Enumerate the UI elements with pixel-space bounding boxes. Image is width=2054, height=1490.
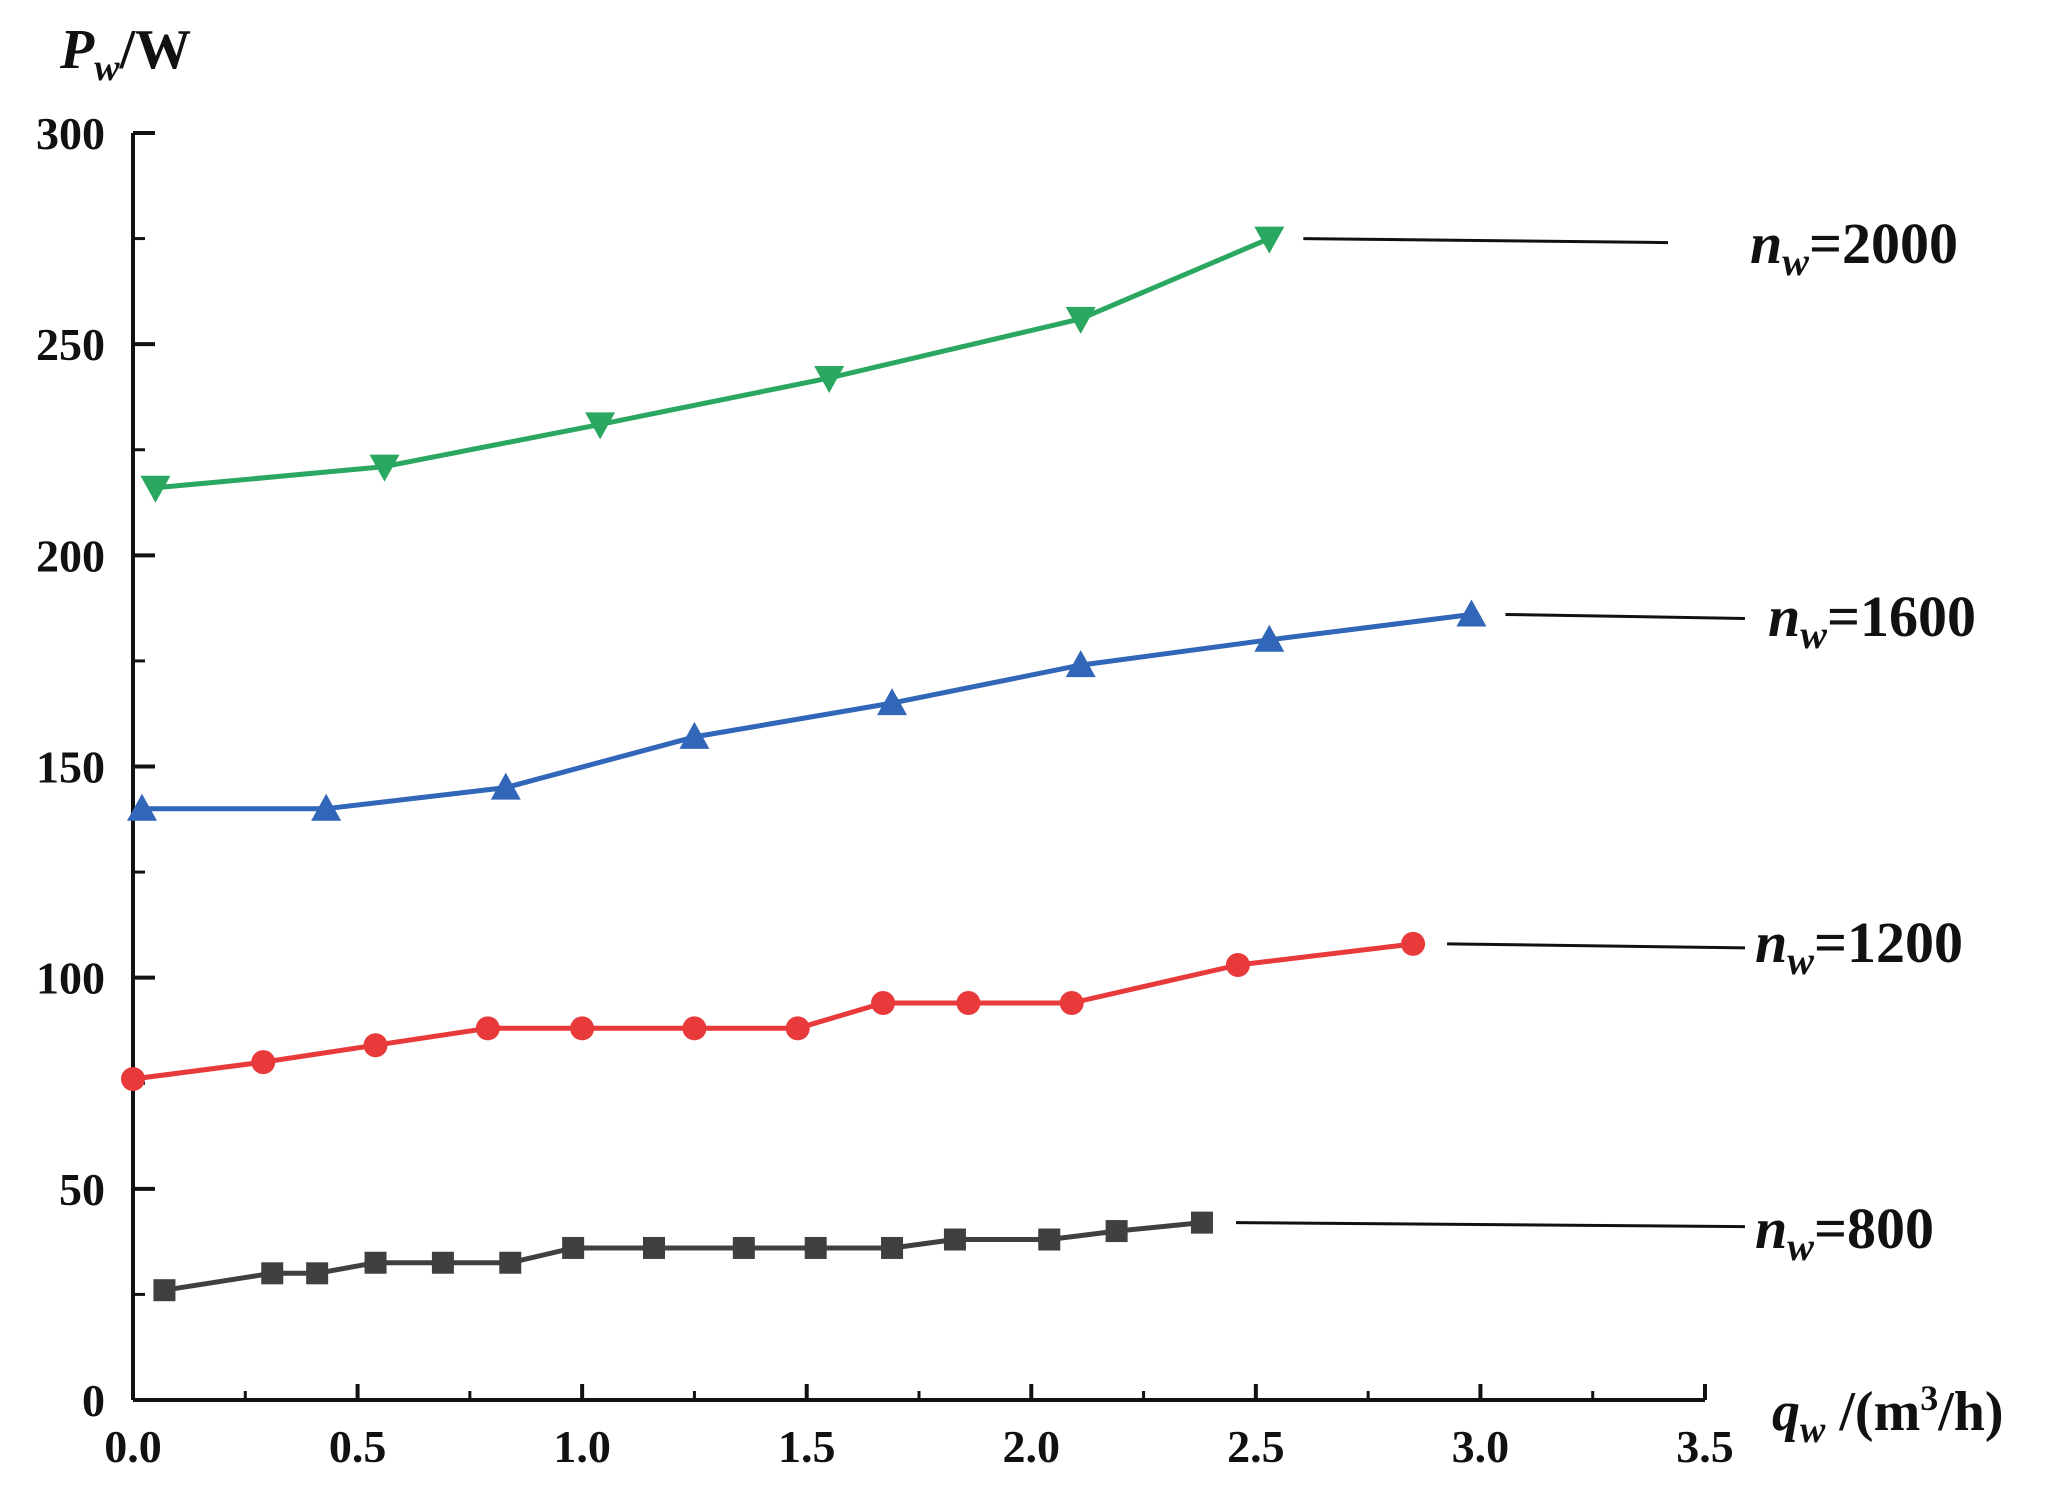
series-label-value: =2000	[1809, 211, 1958, 276]
data-point-circle	[251, 1050, 276, 1075]
data-point-triangle-up	[1065, 650, 1096, 678]
x-axis-ticks: 0.0 0.5 1.0 1.5 2.0 2.5 3.0 3.5	[104, 1384, 1734, 1472]
data-point-triangle-down	[140, 475, 171, 503]
data-point-triangle-down	[1065, 306, 1096, 334]
series-label-value: =1600	[1827, 584, 1976, 649]
x-tick-label: 0.0	[104, 1421, 162, 1472]
y-tick-label: 300	[36, 108, 105, 159]
data-point-square	[499, 1251, 522, 1274]
x-axis-unit-pre: /(m	[1825, 1381, 1920, 1443]
x-axis-symbol: q	[1772, 1381, 1800, 1443]
series-layer	[121, 226, 1487, 1302]
x-tick-label: 1.5	[778, 1421, 836, 1472]
leader-line	[1447, 942, 1746, 950]
series-line	[155, 236, 1271, 491]
data-point-circle	[1401, 931, 1426, 956]
series-label: nw=2000	[1750, 211, 1958, 284]
x-tick-label: 3.5	[1676, 1421, 1734, 1472]
series-800	[153, 1211, 1213, 1302]
data-point-triangle-up	[1254, 624, 1285, 652]
data-point-square	[364, 1251, 387, 1274]
series-line	[132, 941, 1414, 1082]
series-line	[142, 612, 1472, 812]
series-label-subscript: w	[1782, 239, 1809, 284]
y-axis-title: Pw/W	[59, 19, 191, 89]
series-label-symbol: n	[1755, 1196, 1787, 1261]
series-label-symbol: n	[1750, 211, 1782, 276]
series-label-subscript: w	[1787, 1224, 1814, 1269]
data-point-circle	[956, 991, 981, 1016]
leader-line	[1303, 237, 1669, 245]
data-point-triangle-up	[126, 793, 157, 821]
data-point-triangle-up	[1456, 599, 1487, 627]
series-1600	[126, 599, 1487, 821]
x-axis-unit-sup: 3	[1920, 1378, 1938, 1418]
data-point-circle	[121, 1067, 145, 1092]
x-tick-label: 2.5	[1227, 1421, 1285, 1472]
data-point-circle	[1225, 952, 1250, 977]
data-point-square	[881, 1236, 904, 1259]
y-tick-label: 50	[59, 1164, 105, 1215]
data-point-circle	[871, 991, 896, 1016]
data-point-triangle-down	[814, 365, 845, 393]
series-label-subscript: w	[1787, 938, 1814, 983]
data-point-square	[1105, 1220, 1128, 1243]
data-point-square	[306, 1262, 329, 1285]
series-label-value: =1200	[1814, 910, 1963, 975]
data-point-circle	[363, 1033, 388, 1058]
y-tick-label: 250	[36, 319, 105, 370]
data-point-square	[1038, 1228, 1061, 1251]
x-tick-label: 2.0	[1003, 1421, 1061, 1472]
data-point-square	[261, 1262, 284, 1285]
series-label-symbol: n	[1755, 910, 1787, 975]
data-point-triangle-up	[877, 688, 908, 716]
series-label-subscript: w	[1800, 612, 1827, 657]
data-point-circle	[570, 1016, 595, 1041]
series-label: nw=800	[1755, 1196, 1934, 1269]
y-axis-symbol: P	[59, 19, 95, 81]
axes	[131, 133, 1705, 1402]
y-tick-label: 100	[36, 953, 105, 1004]
data-point-square	[732, 1236, 755, 1259]
data-point-square	[804, 1236, 827, 1259]
x-axis-unit-post: /h)	[1937, 1381, 2003, 1443]
x-tick-label: 1.0	[553, 1421, 611, 1472]
y-tick-label: 150	[36, 742, 105, 793]
x-tick-label: 0.5	[329, 1421, 387, 1472]
data-point-square	[431, 1251, 454, 1274]
y-axis-unit: /W	[119, 19, 192, 81]
data-point-circle	[682, 1016, 707, 1041]
data-point-triangle-down	[585, 412, 616, 440]
data-point-square	[1190, 1211, 1213, 1234]
data-point-circle	[1059, 991, 1084, 1016]
x-axis-title: qw /(m3/h)	[1772, 1378, 2004, 1451]
series-1200	[121, 931, 1426, 1092]
data-point-square	[643, 1236, 666, 1259]
series-label-value: =800	[1814, 1196, 1934, 1261]
data-point-triangle-down	[1254, 226, 1285, 254]
y-axis-ticks: 0 50 100 150 200 250 300	[36, 108, 155, 1426]
data-point-circle	[785, 1016, 810, 1041]
leader-line	[1235, 1221, 1746, 1229]
data-point-square	[562, 1236, 585, 1259]
series-2000	[140, 226, 1285, 503]
y-axis-subscript: w	[94, 47, 120, 89]
y-tick-label: 0	[82, 1375, 105, 1426]
data-point-triangle-up	[311, 793, 342, 821]
x-tick-label: 3.0	[1452, 1421, 1510, 1472]
y-tick-label: 200	[36, 530, 105, 581]
data-point-triangle-up	[490, 772, 521, 800]
x-axis-subscript: w	[1800, 1409, 1826, 1451]
series-label: nw=1200	[1755, 910, 1963, 983]
series-label: nw=1600	[1768, 584, 1976, 657]
data-point-circle	[475, 1016, 500, 1041]
data-point-triangle-up	[679, 721, 710, 749]
series-label-symbol: n	[1768, 584, 1800, 649]
leader-line	[1505, 612, 1746, 620]
data-point-square	[943, 1228, 966, 1251]
data-point-triangle-down	[369, 454, 400, 482]
data-point-square	[153, 1279, 176, 1302]
